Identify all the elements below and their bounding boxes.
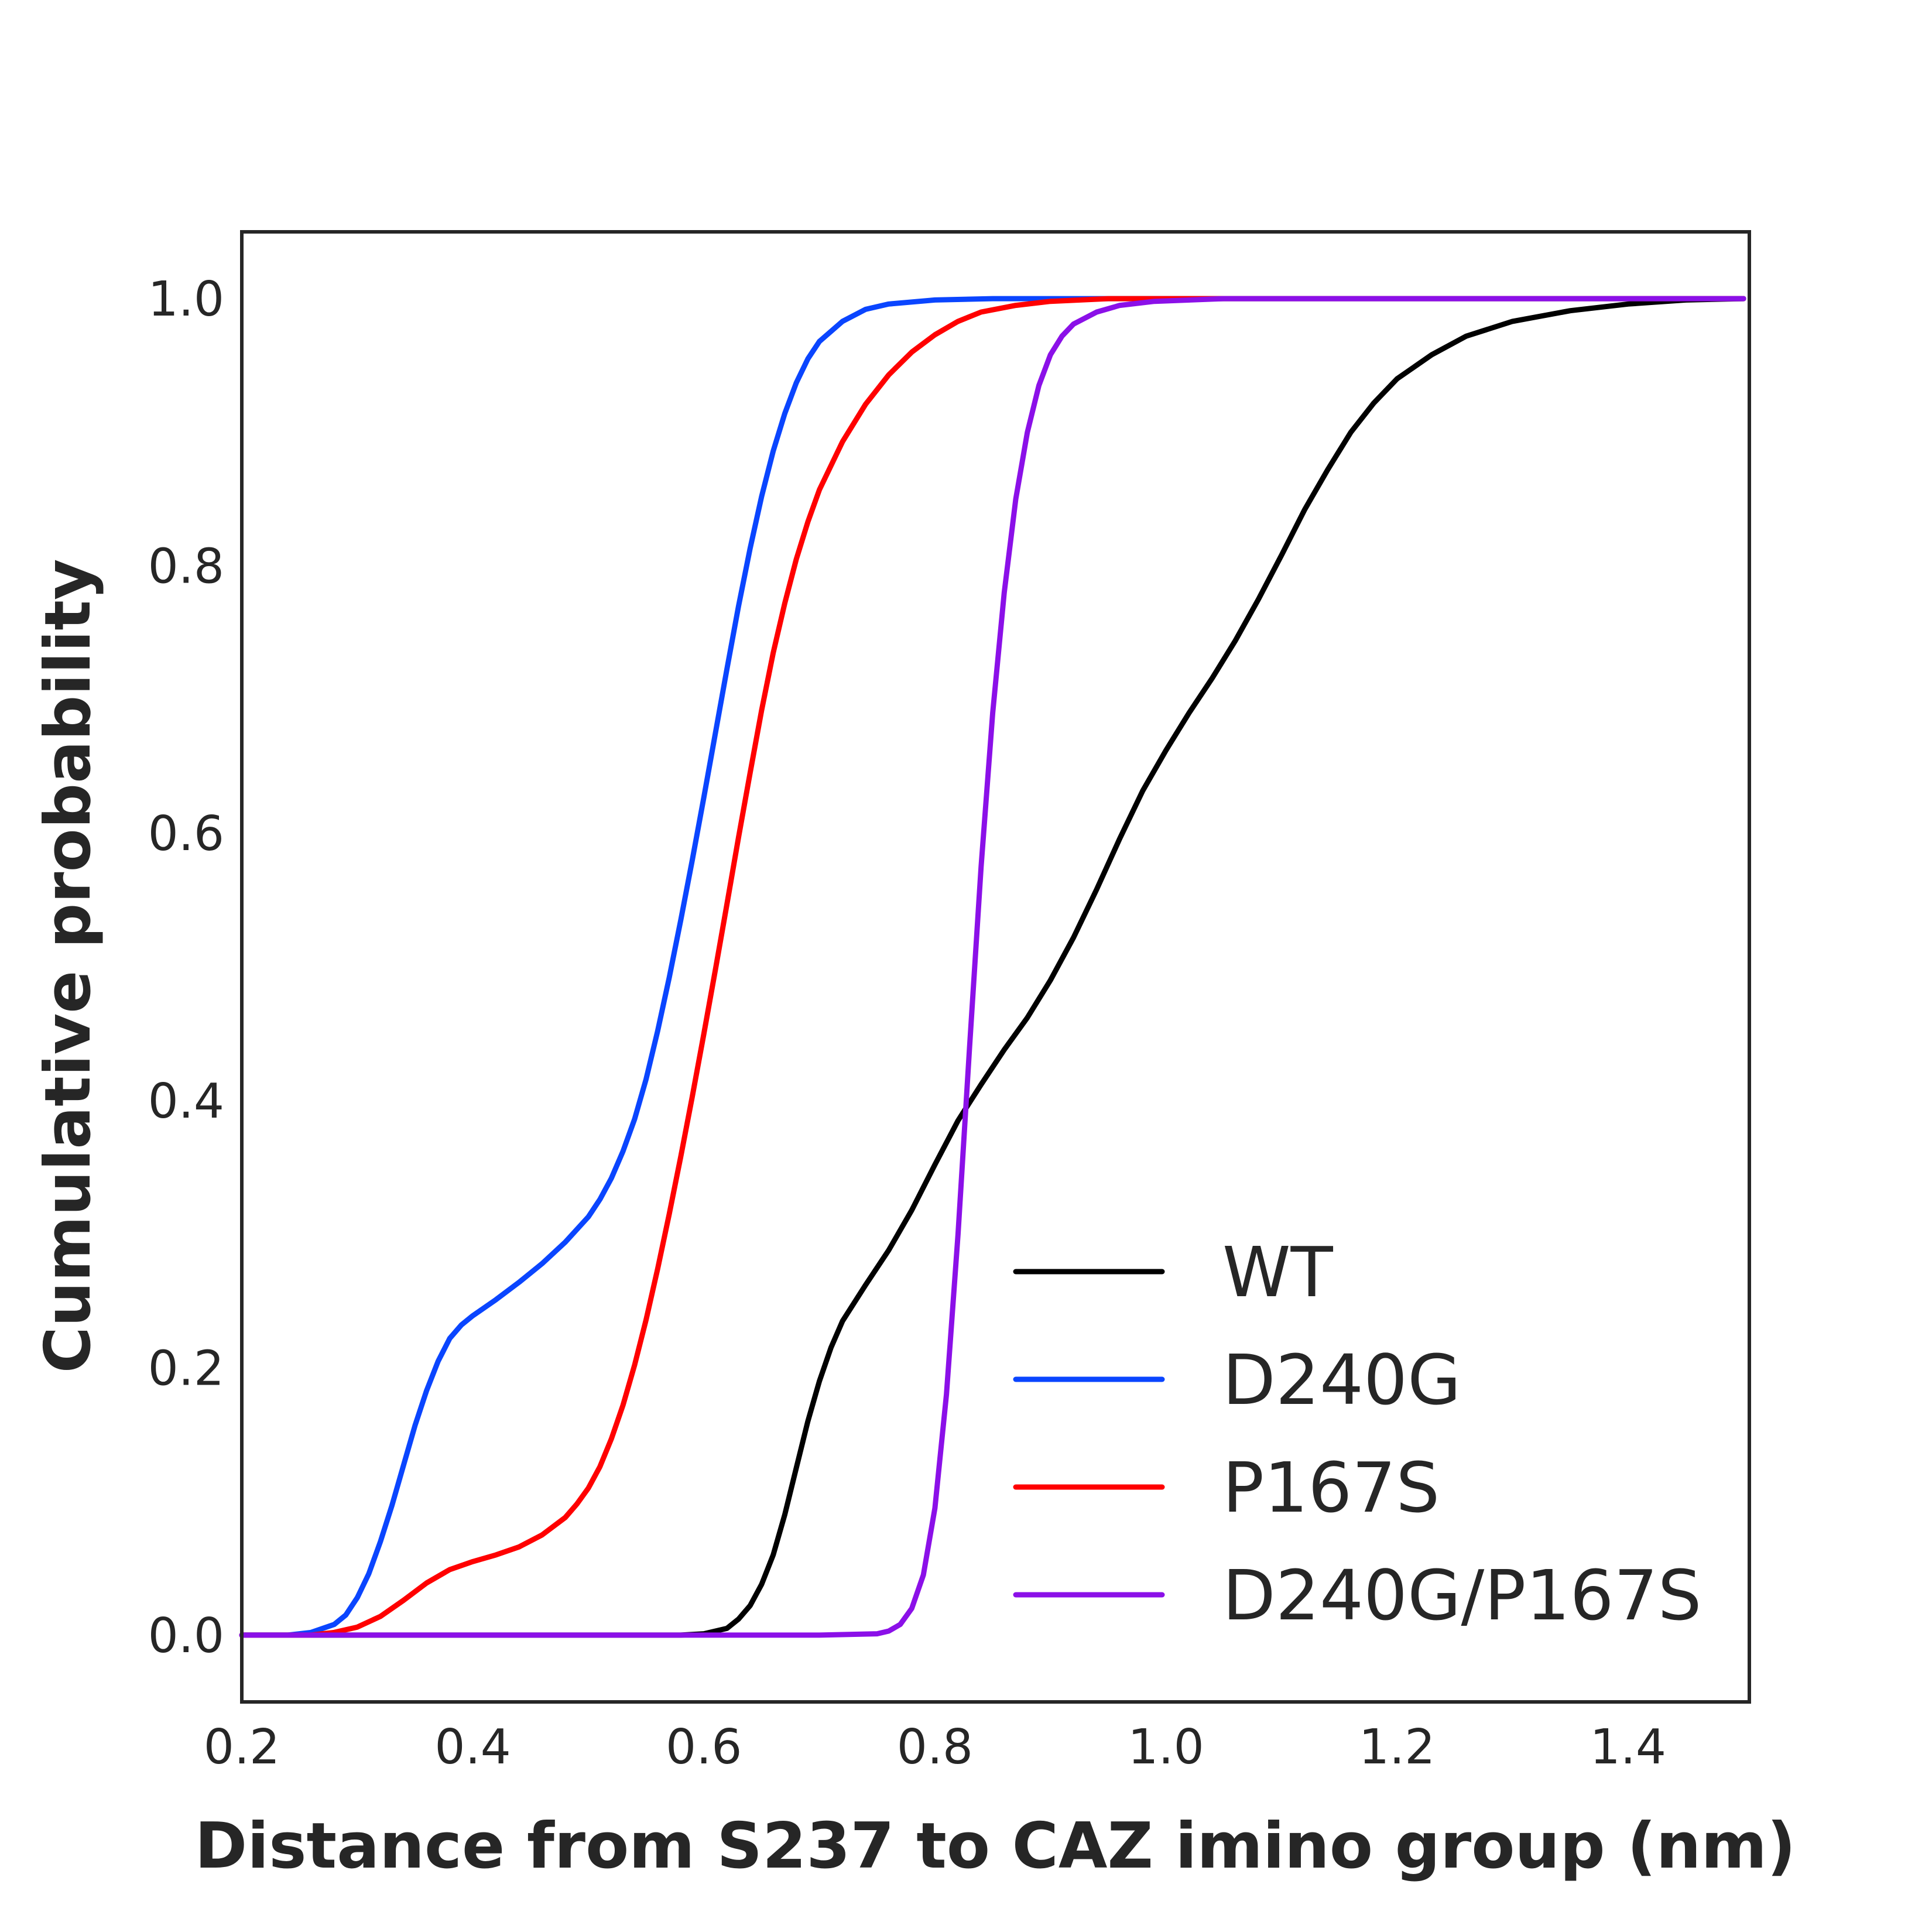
- y-tick-label: 0.6: [148, 806, 224, 862]
- y-tick-label: 0.4: [148, 1074, 224, 1129]
- y-tick-label: 0.2: [148, 1341, 224, 1396]
- legend-label: D240G/P167S: [1222, 1555, 1702, 1636]
- lines-layer: [239, 296, 1746, 1638]
- legend: WT D240G P167S D240G/P167S: [1013, 1232, 1702, 1636]
- plot-area-background: [242, 232, 1749, 1702]
- series-line-1: [239, 296, 1746, 1638]
- y-ticks: 0.0 0.2 0.4 0.6 0.8 1.0: [148, 272, 224, 1664]
- x-ticks: 0.2 0.4 0.6 0.8 1.0 1.2 1.4: [204, 1719, 1666, 1775]
- x-tick-label: 1.2: [1359, 1719, 1435, 1775]
- x-tick-label: 1.4: [1590, 1719, 1666, 1775]
- legend-label: D240G: [1222, 1340, 1461, 1420]
- y-tick-label: 0.0: [148, 1608, 224, 1664]
- x-axis-title: Distance from S237 to CAZ imino group (n…: [195, 1810, 1796, 1883]
- y-tick-label: 0.8: [148, 539, 224, 595]
- x-tick-label: 1.0: [1128, 1719, 1204, 1775]
- series-line-2: [239, 296, 1746, 1638]
- x-tick-label: 0.2: [204, 1719, 280, 1775]
- x-tick-label: 0.6: [666, 1719, 742, 1775]
- x-tick-label: 0.8: [897, 1719, 973, 1775]
- plot-frame: [240, 230, 1751, 1704]
- legend-label: P167S: [1222, 1447, 1440, 1528]
- y-axis-title: Cumulative probability: [32, 559, 105, 1373]
- legend-label: WT: [1222, 1232, 1334, 1313]
- series-line-3: [239, 296, 1746, 1638]
- y-tick-label: 1.0: [148, 272, 224, 327]
- x-tick-label: 0.4: [434, 1719, 511, 1775]
- series-line-0: [239, 296, 1746, 1638]
